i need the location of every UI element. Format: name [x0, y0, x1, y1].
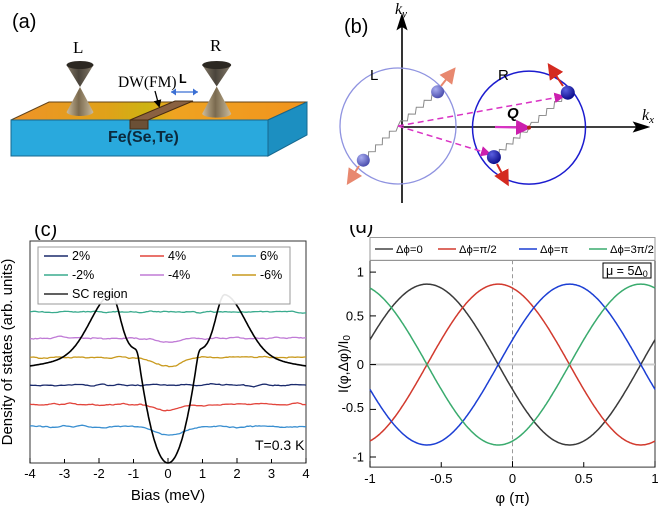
svg-text:L: L [179, 72, 187, 86]
svg-text:0.5: 0.5 [346, 309, 364, 324]
svg-text:Δϕ=3π/2: Δϕ=3π/2 [610, 244, 654, 256]
svg-text:-6%: -6% [260, 268, 282, 282]
svg-text:T=0.3 K: T=0.3 K [255, 437, 305, 453]
svg-text:-1: -1 [352, 450, 364, 465]
svg-text:4: 4 [302, 466, 309, 481]
svg-text:-1: -1 [128, 466, 140, 481]
svg-text:I(φ,Δφ)/I0: I(φ,Δφ)/I0 [335, 335, 353, 393]
svg-text:Q: Q [507, 105, 519, 122]
svg-text:ky: ky [395, 1, 407, 20]
svg-text:2%: 2% [72, 249, 90, 263]
svg-text:2: 2 [233, 466, 240, 481]
svg-text:μ = 5Δ0: μ = 5Δ0 [606, 264, 648, 279]
svg-text:-4: -4 [24, 466, 36, 481]
svg-text:Δϕ=π: Δϕ=π [540, 244, 568, 256]
svg-text:L: L [73, 38, 83, 57]
svg-text:4%: 4% [168, 249, 186, 263]
svg-text:-0.5: -0.5 [430, 471, 452, 486]
svg-text:-1: -1 [364, 471, 376, 486]
svg-text:R: R [498, 67, 509, 84]
svg-text:SC region: SC region [72, 287, 128, 301]
svg-text:Density of states (arb. units): Density of states (arb. units) [0, 259, 16, 446]
svg-text:-2: -2 [93, 466, 105, 481]
svg-text:0: 0 [509, 471, 516, 486]
svg-text:L: L [370, 67, 378, 84]
svg-text:1: 1 [199, 466, 206, 481]
svg-text:-4%: -4% [168, 268, 190, 282]
svg-text:kx: kx [642, 107, 654, 126]
svg-text:1: 1 [357, 265, 364, 280]
svg-text:R: R [210, 36, 222, 55]
svg-text:0: 0 [164, 466, 171, 481]
svg-text:1: 1 [651, 471, 658, 486]
svg-text:Δϕ=0: Δϕ=0 [396, 244, 423, 256]
svg-text:6%: 6% [260, 249, 278, 263]
svg-text:(a): (a) [12, 11, 36, 33]
svg-text:Fe(Se,Te): Fe(Se,Te) [108, 129, 179, 146]
svg-text:-2%: -2% [72, 268, 94, 282]
svg-text:0: 0 [357, 357, 364, 372]
svg-text:(c): (c) [34, 225, 57, 241]
svg-text:Δϕ=π/2: Δϕ=π/2 [459, 244, 497, 256]
svg-text:(b): (b) [344, 16, 368, 38]
svg-text:DW(FM): DW(FM) [118, 74, 177, 91]
svg-text:φ (π): φ (π) [495, 490, 529, 507]
svg-text:3: 3 [268, 466, 275, 481]
svg-text:Bias (meV): Bias (meV) [131, 487, 205, 504]
svg-text:-3: -3 [59, 466, 71, 481]
svg-text:(d): (d) [349, 225, 373, 238]
svg-text:0.5: 0.5 [575, 471, 593, 486]
svg-text:-0.5: -0.5 [342, 400, 364, 415]
